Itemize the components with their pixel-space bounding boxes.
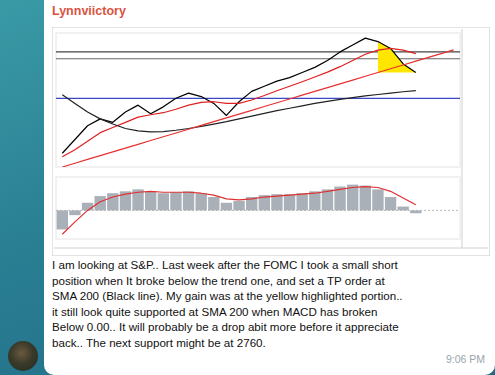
macd-bar [385,197,396,210]
macd-bar [360,186,371,211]
macd-bar [410,210,421,213]
macd-bar [284,194,295,210]
level-line [56,51,460,52]
plot-frame [56,33,460,167]
macd-bar [145,191,156,210]
macd-bar [221,203,232,211]
author-name: Lynnviictory [52,4,126,18]
series-line [62,187,416,235]
message-text: position when It broke below the trend o… [52,274,385,287]
macd-bar [82,203,93,211]
plot-area [56,38,460,167]
series-line [62,48,416,156]
message-text: SMA 200 (Black line). My gain was at the… [52,289,403,302]
series-line [62,50,453,167]
macd-bar [95,196,106,210]
macd-bar [170,192,181,210]
macd-bar [398,207,409,211]
macd-bar [297,193,308,210]
macd-bar [233,201,244,211]
chart-background [52,27,490,256]
message-text: back.. The next support might be at 2760… [52,336,266,349]
avatar[interactable] [8,341,38,371]
macd-bar [183,191,194,210]
macd-bar [57,210,68,229]
message-text: Below 0.00.. It will probably be a drop … [52,320,399,333]
time-axis-edge [54,248,488,249]
message-text: it still look quite supported at SMA 200… [52,305,377,318]
macd-bar [309,191,320,210]
plot-area [56,185,460,235]
plot-frame [56,177,460,239]
series-line [62,91,416,132]
macd-bar [196,193,207,210]
macd-bar [158,193,169,210]
macd-bar [372,189,383,210]
message-text: I am looking at S&P.. Last week after th… [52,258,398,271]
timestamp: 9:06 PM [446,353,485,365]
chart-image [52,27,490,256]
macd-bar [322,189,333,210]
macd-bar [208,197,219,210]
macd-bar [69,210,80,215]
price-axis-edge [462,29,463,248]
